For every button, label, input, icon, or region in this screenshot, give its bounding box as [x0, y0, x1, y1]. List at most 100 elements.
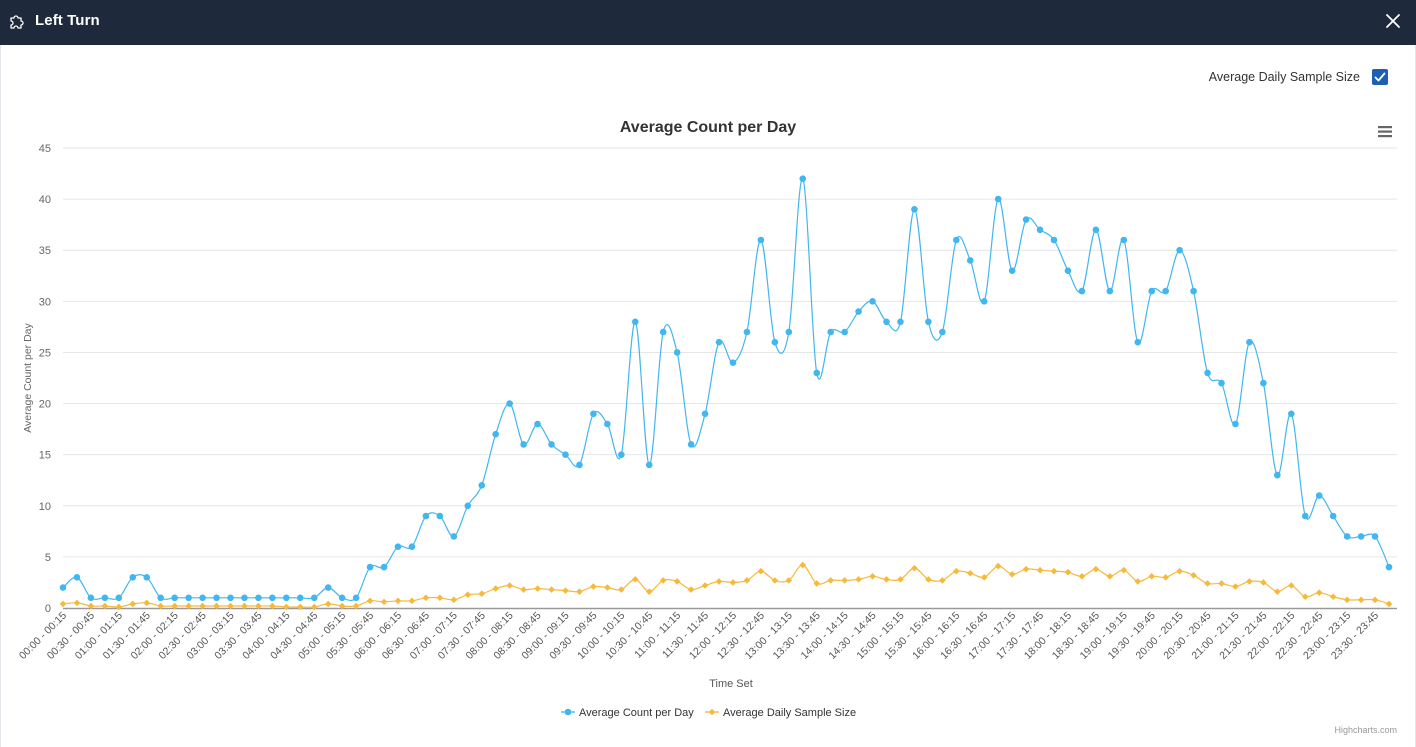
data-point[interactable] — [883, 318, 890, 326]
data-point[interactable] — [185, 594, 192, 602]
data-point[interactable] — [785, 577, 793, 584]
data-point[interactable] — [1357, 533, 1365, 540]
data-point[interactable] — [1106, 287, 1114, 295]
data-point[interactable] — [1176, 246, 1183, 254]
data-point[interactable] — [59, 600, 67, 608]
data-point[interactable] — [422, 594, 430, 602]
data-point[interactable] — [911, 564, 918, 572]
data-point[interactable] — [394, 543, 402, 550]
data-point[interactable] — [1287, 410, 1295, 418]
data-point[interactable] — [534, 585, 541, 592]
data-point[interactable] — [101, 602, 109, 610]
data-point[interactable] — [855, 308, 862, 315]
data-point[interactable] — [911, 206, 918, 213]
data-point[interactable] — [352, 602, 360, 610]
close-icon[interactable] — [1384, 12, 1402, 30]
data-point[interactable] — [576, 461, 583, 469]
data-point[interactable] — [1022, 216, 1030, 223]
data-point[interactable] — [1092, 565, 1100, 573]
data-point[interactable] — [1106, 573, 1114, 580]
data-point[interactable] — [757, 567, 765, 575]
data-point[interactable] — [1301, 593, 1309, 601]
data-point[interactable] — [631, 318, 639, 326]
data-point[interactable] — [422, 512, 430, 520]
data-point[interactable] — [799, 175, 807, 182]
data-point[interactable] — [659, 577, 667, 584]
data-point[interactable] — [1246, 338, 1253, 346]
hamburger-menu-icon[interactable] — [1378, 126, 1392, 138]
data-point[interactable] — [171, 594, 178, 602]
data-point[interactable] — [492, 430, 499, 438]
data-point[interactable] — [1287, 582, 1295, 589]
data-point[interactable] — [1190, 571, 1197, 579]
data-point[interactable] — [129, 574, 137, 581]
credits-link[interactable]: Highcharts.com — [1334, 725, 1397, 735]
data-point[interactable] — [338, 602, 346, 610]
data-point[interactable] — [338, 594, 346, 602]
data-point[interactable] — [883, 576, 890, 583]
data-point[interactable] — [1064, 267, 1072, 274]
data-point[interactable] — [1204, 580, 1211, 587]
data-point[interactable] — [115, 594, 123, 602]
data-point[interactable] — [520, 586, 527, 593]
data-point[interactable] — [1343, 596, 1351, 604]
data-point[interactable] — [1385, 600, 1393, 608]
data-point[interactable] — [743, 328, 751, 336]
data-point[interactable] — [673, 578, 681, 585]
data-point[interactable] — [1315, 589, 1323, 596]
data-point[interactable] — [841, 328, 848, 336]
data-point[interactable] — [534, 420, 541, 428]
data-point[interactable] — [966, 257, 974, 264]
data-point[interactable] — [241, 602, 248, 610]
data-point[interactable] — [436, 594, 444, 602]
data-point[interactable] — [59, 584, 67, 591]
data-point[interactable] — [604, 420, 611, 428]
data-point[interactable] — [1315, 492, 1323, 499]
data-point[interactable] — [980, 574, 988, 581]
data-point[interactable] — [380, 598, 388, 606]
data-point[interactable] — [715, 578, 723, 585]
data-point[interactable] — [771, 577, 779, 584]
data-point[interactable] — [827, 328, 834, 336]
data-point[interactable] — [1357, 596, 1365, 604]
data-point[interactable] — [701, 410, 709, 418]
data-point[interactable] — [115, 603, 123, 611]
data-point[interactable] — [1274, 471, 1281, 479]
data-point[interactable] — [687, 586, 695, 593]
data-point[interactable] — [1260, 379, 1267, 387]
data-point[interactable] — [101, 594, 109, 602]
data-point[interactable] — [659, 328, 667, 336]
data-point[interactable] — [464, 591, 472, 599]
data-point[interactable] — [939, 328, 946, 336]
data-point[interactable] — [1022, 565, 1030, 573]
data-point[interactable] — [1078, 287, 1086, 295]
data-point[interactable] — [213, 602, 220, 610]
data-point[interactable] — [855, 576, 862, 583]
data-point[interactable] — [73, 599, 81, 607]
data-point[interactable] — [771, 338, 779, 346]
data-point[interactable] — [1036, 566, 1044, 574]
data-point[interactable] — [869, 298, 876, 305]
data-point[interactable] — [799, 561, 807, 569]
data-point[interactable] — [715, 338, 723, 346]
data-point[interactable] — [241, 594, 248, 602]
data-point[interactable] — [897, 576, 904, 583]
data-point[interactable] — [994, 195, 1002, 203]
data-point[interactable] — [757, 236, 765, 244]
data-point[interactable] — [269, 594, 276, 602]
data-point[interactable] — [604, 584, 611, 591]
data-point[interactable] — [673, 349, 681, 356]
data-point[interactable] — [1218, 580, 1225, 587]
data-point[interactable] — [352, 594, 360, 602]
sample-size-checkbox[interactable] — [1372, 69, 1388, 85]
data-point[interactable] — [701, 582, 709, 589]
data-point[interactable] — [366, 597, 374, 605]
data-point[interactable] — [897, 318, 904, 326]
data-point[interactable] — [548, 441, 555, 448]
data-point[interactable] — [1301, 512, 1309, 520]
data-point[interactable] — [394, 597, 402, 605]
data-point[interactable] — [1134, 338, 1142, 346]
data-point[interactable] — [1371, 596, 1379, 604]
data-point[interactable] — [841, 577, 848, 584]
data-point[interactable] — [980, 298, 988, 305]
